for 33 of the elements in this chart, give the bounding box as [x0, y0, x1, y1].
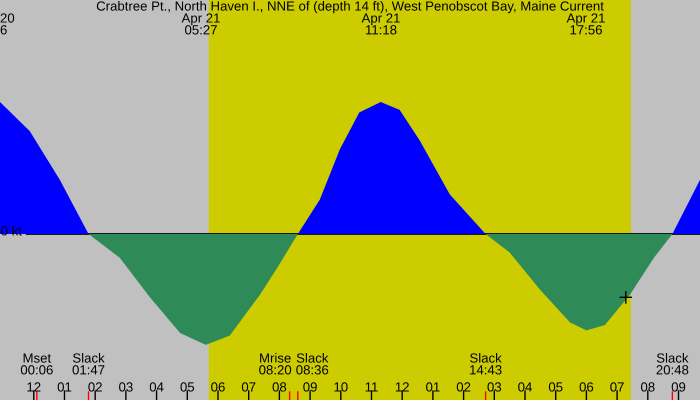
- x-tick-label: 08: [640, 382, 655, 392]
- x-tick-label: 04: [518, 382, 532, 392]
- x-tick-label: 08: [272, 382, 286, 392]
- ref-line-label: 0 kt: [1, 226, 22, 236]
- x-tick-label: 01: [58, 382, 72, 392]
- x-tick-label: 05: [548, 382, 562, 392]
- text: 20 6: [0, 13, 14, 35]
- ref-line-label: Mrise 08:20: [259, 353, 292, 375]
- x-tick-label: 06: [580, 382, 594, 392]
- x-tick-label: 09: [303, 382, 317, 392]
- text: Apr 21 11:18: [362, 13, 400, 35]
- x-tick-label: 02: [456, 382, 470, 392]
- x-tick-label: 03: [487, 382, 502, 392]
- x-tick-label: 12: [396, 382, 409, 392]
- x-tick-label: 06: [211, 382, 225, 392]
- ref-line-label: Slack 20:48: [656, 353, 689, 375]
- ref-line-label: Slack 14:43: [470, 353, 502, 375]
- x-tick-label: 03: [119, 382, 133, 392]
- text: Apr 21 17:56: [566, 13, 605, 35]
- x-tick-label: 07: [610, 382, 624, 392]
- x-tick-label: 10: [334, 382, 348, 392]
- x-tick-label: 12: [27, 382, 40, 392]
- x-tick-label: 11: [366, 382, 378, 392]
- chart-title: Crabtree Pt., North Haven I., NNE of (depth 14 ft), West Penobscot Bay, Maine Current: [96, 1, 604, 14]
- x-tick-label: 02: [88, 382, 102, 392]
- x-tick-label: 05: [180, 382, 194, 392]
- ref-line-label: Slack 01:47: [72, 353, 105, 375]
- ref-line-label: Slack 08:36: [296, 353, 328, 375]
- x-tick-label: 01: [426, 382, 440, 392]
- ref-line-label: Mset 00:06: [20, 353, 53, 375]
- x-tick-label: 09: [672, 382, 686, 392]
- x-tick-label: 04: [150, 382, 164, 392]
- x-tick-label: 07: [242, 382, 256, 392]
